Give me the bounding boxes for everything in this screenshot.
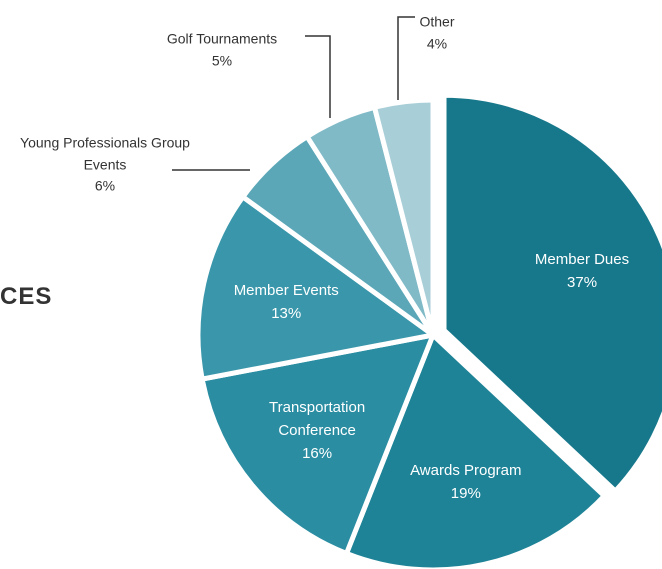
slice-label: Member Dues 37% [512, 247, 652, 294]
slice-label: Transportation Conference 16% [247, 396, 387, 466]
leader-line [397, 16, 415, 100]
category-label: Young Professionals Group Events [20, 134, 190, 173]
category-label: Golf Tournaments [166, 30, 278, 47]
pie-slice [441, 92, 662, 495]
pie-slice [371, 97, 436, 336]
leader-line [305, 35, 331, 118]
value-label: 13% [271, 305, 302, 323]
slice-label: Golf Tournaments 5% [137, 28, 307, 71]
category-label: Member Dues [534, 250, 630, 268]
pie-slice [195, 193, 440, 382]
category-label: Awards Program [410, 461, 522, 479]
value-label: 37% [567, 273, 598, 291]
value-label: 19% [450, 484, 481, 502]
slice-label: Member Events 13% [216, 279, 356, 326]
value-label: 4% [426, 35, 448, 51]
pie-slice [199, 331, 437, 557]
value-label: 6% [94, 177, 116, 194]
value-label: 16% [302, 445, 333, 463]
category-label: Member Events [233, 281, 339, 299]
slice-label: Awards Program 19% [396, 459, 536, 506]
category-label: Other [419, 13, 455, 30]
value-label: 5% [211, 52, 233, 68]
slice-label: Other 4% [407, 11, 467, 54]
chart-title: CES [0, 283, 53, 310]
category-label: Transportation Conference [269, 398, 366, 440]
slice-label: Young Professionals Group Events 6% [5, 132, 205, 197]
